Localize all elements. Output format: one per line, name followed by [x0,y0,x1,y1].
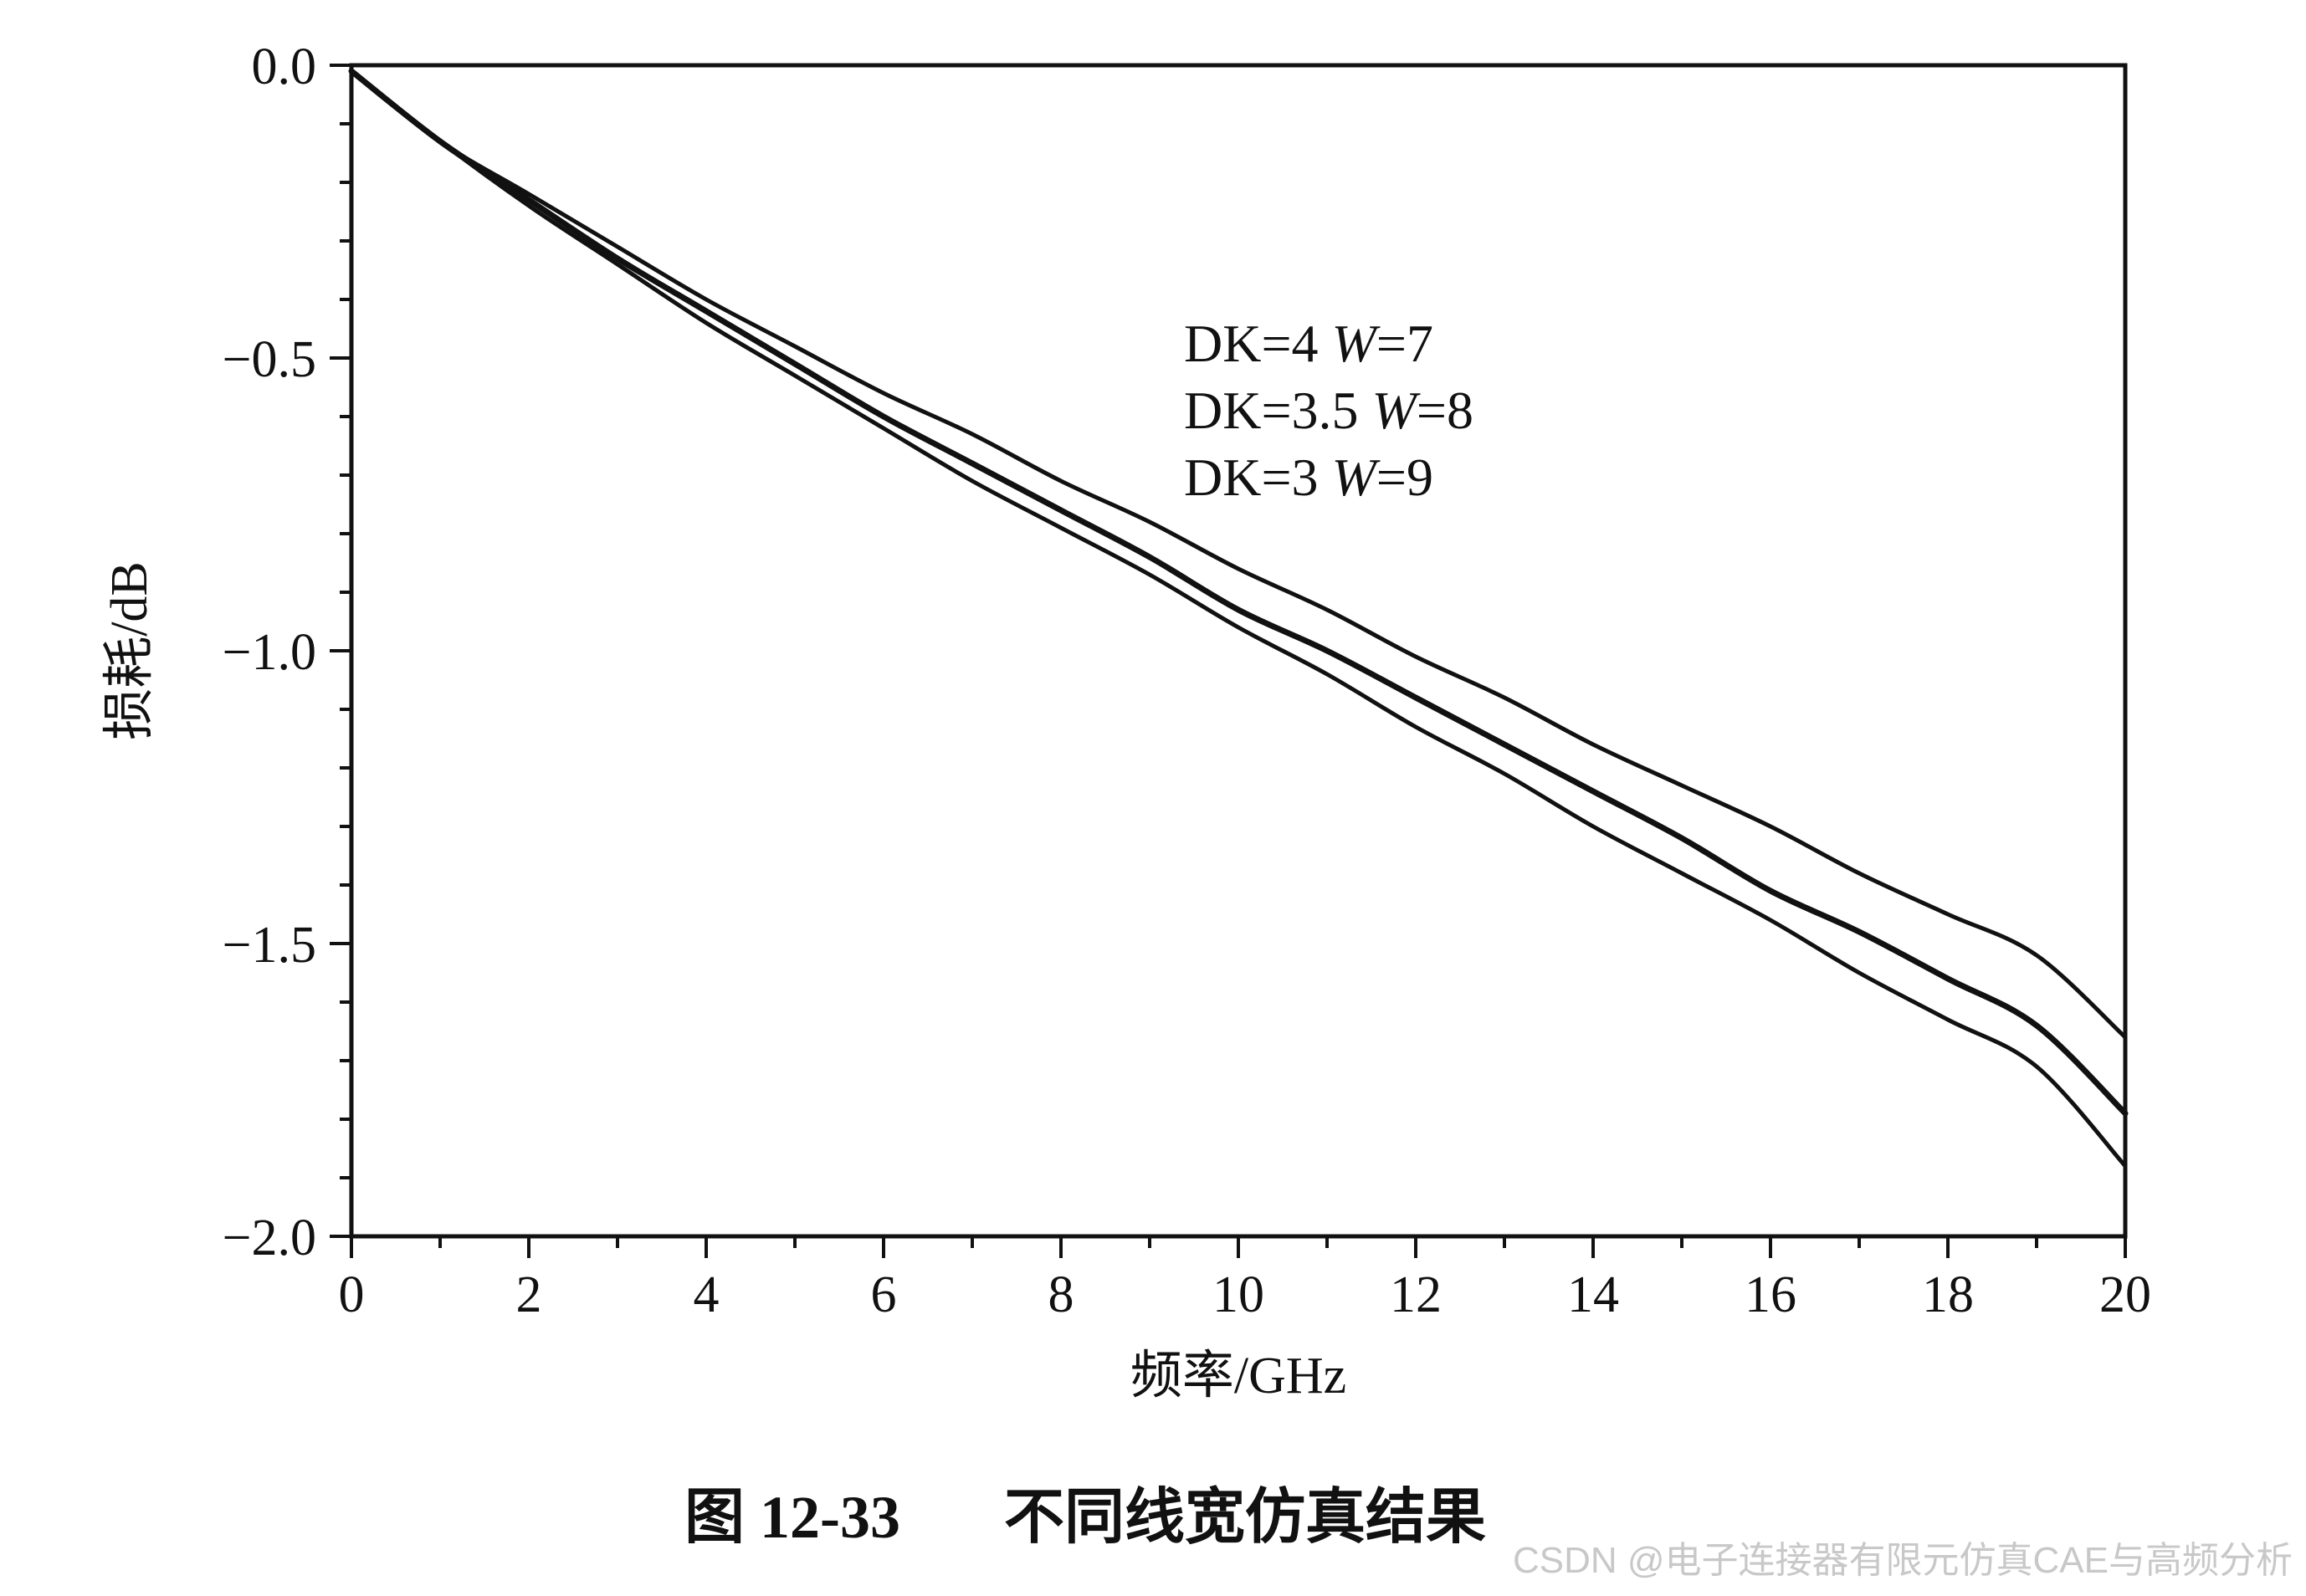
legend: DK=4 W=7DK=3.5 W=8DK=3 W=9 [1184,314,1473,507]
x-tick-label: 16 [1745,1266,1796,1323]
caption-figure-number: 图 12-33 [684,1484,900,1551]
x-tick-label: 12 [1390,1266,1442,1323]
x-tick-label: 4 [694,1266,720,1323]
series-line-1 [349,69,2128,1040]
x-tick-label: 18 [1922,1266,1974,1323]
legend-w-symbol: W [1332,448,1381,507]
legend-dk-text: DK=3 [1184,448,1332,507]
y-axis-ticks: 0.0 −0.5 −1.0 −1.5 −2.0 [223,38,351,1266]
y-tick-label: −1.5 [223,917,316,974]
x-tick-label: 14 [1567,1266,1619,1323]
x-tick-label: 0 [339,1266,365,1323]
y-tick-label: −1.0 [223,624,316,681]
series-lines [348,68,2129,1169]
caption-title: 不同线宽仿真结果 [1004,1484,1486,1551]
y-tick-label: −2.0 [223,1210,316,1266]
figure-caption: 图 12-33 不同线宽仿真结果 [684,1484,1486,1551]
legend-entry-3: DK=3 W=9 [1184,448,1433,507]
x-tick-label: 2 [516,1266,542,1323]
legend-w-value: =7 [1376,314,1433,373]
legend-entry-1: DK=4 W=7 [1184,314,1433,373]
legend-w-value: =8 [1417,381,1473,440]
x-tick-label: 8 [1048,1266,1074,1323]
watermark: CSDN @电子连接器有限元仿真CAE与高频分析 [1513,1540,2293,1581]
x-tick-label: 10 [1212,1266,1264,1323]
x-axis-label: 频率/GHz [1130,1348,1346,1404]
legend-dk-text: DK=4 [1184,314,1332,373]
x-tick-label: 6 [871,1266,897,1323]
legend-entry-2: DK=3.5 W=8 [1184,381,1473,440]
legend-w-value: =9 [1376,448,1433,507]
line-chart: 0 2 4 6 8 10 12 14 16 18 20 0.0 −0.5 −1.0 −1.5 −2.0 频率… [101,38,2151,1404]
legend-w-symbol: W [1372,381,1422,440]
legend-w-symbol: W [1332,314,1381,373]
x-axis-ticks: 0 2 4 6 8 10 12 14 16 18 20 [339,1236,2151,1323]
series-line-2 [348,68,2129,1117]
x-tick-label: 20 [2099,1266,2151,1323]
y-tick-label: 0.0 [252,38,317,95]
y-tick-label: −0.5 [223,331,316,388]
series-line-3 [349,69,2128,1169]
y-axis-label: 损耗/dB [101,561,158,740]
legend-dk-text: DK=3.5 [1184,381,1372,440]
